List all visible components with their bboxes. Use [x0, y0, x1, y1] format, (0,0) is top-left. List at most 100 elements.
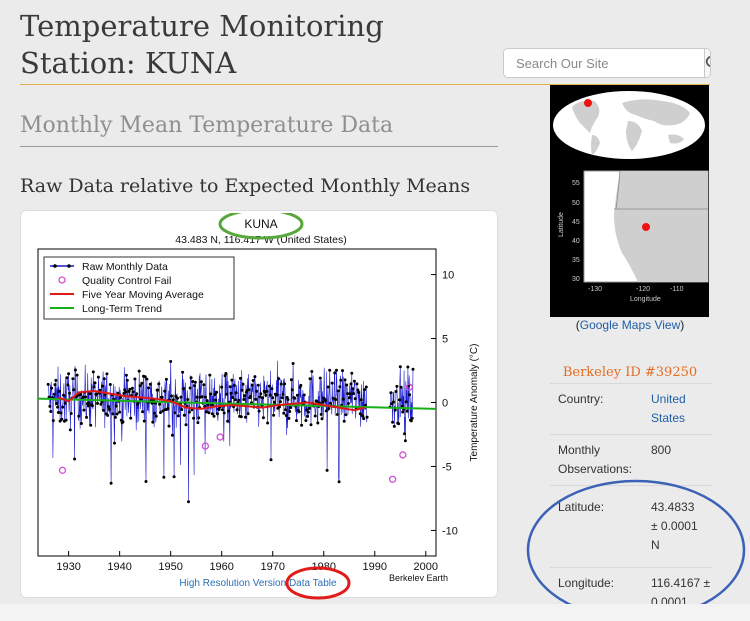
raw-data-point — [60, 417, 64, 421]
site-title: Temperature Monitoring Station: KUNA — [20, 9, 384, 80]
raw-data-point — [330, 381, 334, 385]
map-graphic: 55 50 45 40 35 30 -130 -120 -110 Longitu… — [553, 91, 709, 303]
high-resolution-link[interactable]: High Resolution Version — [179, 578, 287, 589]
raw-data-point — [164, 377, 168, 381]
raw-data-point — [202, 383, 206, 387]
data-table-link[interactable]: Data Table — [288, 578, 337, 589]
station-id: Berkeley ID #39250 — [562, 365, 698, 380]
raw-data-point — [231, 396, 235, 399]
raw-data-point — [397, 398, 401, 402]
raw-data-point — [79, 422, 83, 425]
info-label: Longitude: — [558, 576, 615, 590]
raw-data-point — [309, 423, 313, 427]
raw-data-point — [91, 370, 95, 374]
raw-data-point — [88, 392, 92, 396]
coordinates-annotation-ellipse — [526, 479, 746, 621]
page-footer-strip — [0, 604, 750, 621]
raw-data-point — [86, 404, 90, 408]
raw-data-point — [144, 480, 148, 483]
raw-data-point — [156, 388, 160, 392]
raw-data-point — [196, 421, 200, 425]
chart-credit: Berkeley Earth — [389, 573, 448, 581]
raw-data-point — [111, 412, 115, 416]
raw-data-point — [207, 411, 211, 415]
raw-data-point — [181, 387, 185, 391]
raw-data-point — [115, 412, 119, 416]
x-tick-label: 2000 — [414, 561, 438, 573]
raw-data-point — [204, 395, 207, 399]
raw-data-point — [352, 379, 356, 383]
lat-tick: 50 — [572, 200, 580, 207]
raw-data-point — [404, 400, 408, 404]
raw-data-point — [141, 410, 145, 414]
raw-data-point — [341, 369, 344, 373]
raw-data-point — [247, 388, 251, 392]
raw-data-point — [272, 413, 276, 417]
info-value: 43.4833 ± 0.0001 N — [651, 500, 698, 552]
raw-data-point — [346, 392, 350, 396]
raw-data-point — [408, 393, 412, 397]
raw-data-point — [233, 398, 237, 402]
raw-data-point — [239, 415, 243, 419]
raw-data-point — [169, 360, 173, 363]
raw-data-point — [107, 407, 111, 411]
raw-data-point — [310, 370, 314, 373]
raw-data-point — [279, 382, 283, 386]
info-label: Monthly Observations: — [558, 443, 633, 476]
search-button[interactable] — [704, 49, 710, 77]
raw-data-line — [389, 366, 414, 441]
raw-data-point — [284, 408, 287, 412]
raw-data-point — [270, 387, 274, 391]
raw-data-point — [197, 416, 201, 420]
qc-fail-point — [405, 383, 414, 391]
raw-data-point — [222, 411, 226, 415]
raw-data-point — [124, 373, 128, 377]
raw-data-point — [267, 384, 271, 388]
raw-data-point — [180, 408, 184, 411]
raw-data-point — [46, 382, 50, 386]
raw-data-point — [272, 400, 276, 404]
country-link[interactable]: United States — [651, 392, 686, 425]
raw-data-point — [151, 420, 155, 424]
x-tick-label: 1960 — [209, 561, 233, 573]
raw-data-point — [205, 399, 209, 403]
raw-data-point — [137, 369, 141, 373]
raw-data-point — [278, 400, 282, 404]
raw-data-point — [65, 376, 69, 380]
maps-link-wrapper: (Google Maps View) — [575, 318, 685, 332]
raw-data-point — [217, 408, 221, 411]
raw-data-point — [324, 409, 328, 413]
raw-data-point — [119, 396, 122, 400]
lat-tick: 35 — [572, 257, 580, 264]
raw-data-point — [54, 378, 58, 382]
raw-data-point — [277, 377, 281, 381]
raw-data-point — [114, 404, 118, 408]
title-divider — [20, 84, 710, 85]
search-input[interactable] — [504, 49, 704, 77]
raw-data-point — [230, 378, 234, 382]
raw-data-point — [130, 386, 134, 390]
lon-tick: -110 — [670, 286, 684, 293]
raw-data-point — [255, 389, 259, 393]
moving-average-line — [58, 389, 365, 412]
raw-data-point — [148, 382, 152, 386]
raw-data-point — [268, 393, 272, 397]
raw-data-point — [348, 392, 352, 396]
raw-data-point — [315, 399, 319, 403]
raw-data-point — [99, 402, 103, 406]
raw-data-point — [305, 408, 309, 412]
raw-data-point — [242, 398, 246, 401]
raw-data-point — [286, 398, 290, 401]
raw-data-point — [284, 414, 288, 417]
raw-data-point — [158, 402, 162, 406]
raw-data-point — [331, 396, 335, 400]
qc-fail-point — [201, 442, 210, 450]
raw-data-point — [220, 385, 224, 389]
raw-data-point — [204, 410, 208, 414]
raw-data-point — [129, 416, 133, 420]
location-map[interactable]: 55 50 45 40 35 30 -130 -120 -110 Longitu… — [550, 85, 709, 317]
google-maps-link[interactable]: Google Maps View — [579, 318, 681, 332]
raw-data-point — [138, 384, 142, 388]
lon-tick: -130 — [588, 286, 602, 293]
raw-data-point — [72, 388, 76, 392]
